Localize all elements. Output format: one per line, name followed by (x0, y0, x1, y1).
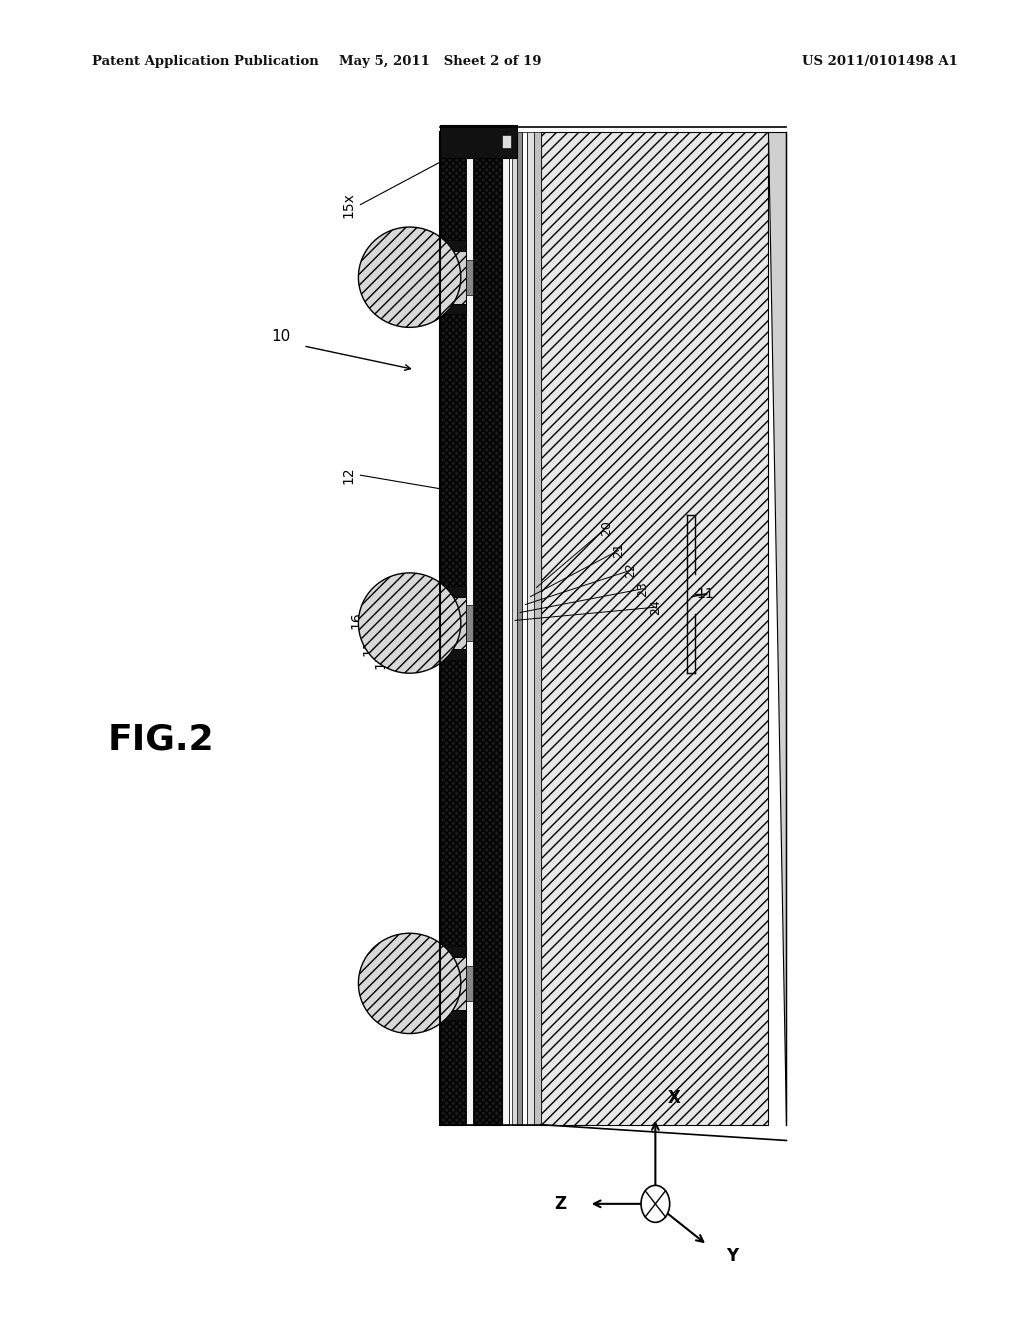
Circle shape (641, 1185, 670, 1222)
Bar (502, 135, 511, 148)
Text: X: X (668, 1089, 680, 1107)
Bar (437, 957, 466, 1010)
Bar (466, 606, 473, 640)
Bar (502, 132, 509, 1125)
Text: US 2011/0101498 A1: US 2011/0101498 A1 (802, 55, 957, 69)
Bar (437, 597, 466, 649)
Text: Y: Y (726, 1246, 738, 1265)
Bar (466, 966, 473, 1001)
Bar (541, 132, 768, 1125)
Text: Patent Application Publication: Patent Application Publication (92, 55, 318, 69)
Bar (440, 586, 466, 597)
Text: 12: 12 (341, 466, 355, 484)
Bar (522, 132, 527, 1125)
Text: 10: 10 (271, 329, 291, 345)
Bar (440, 1010, 466, 1020)
Text: 22: 22 (625, 562, 637, 578)
Ellipse shape (358, 227, 461, 327)
Text: FIG.2: FIG.2 (108, 722, 214, 756)
Text: May 5, 2011   Sheet 2 of 19: May 5, 2011 Sheet 2 of 19 (339, 55, 542, 69)
Bar (440, 132, 466, 1125)
Text: 15: 15 (361, 638, 376, 656)
Bar (440, 125, 517, 158)
Text: Z: Z (554, 1195, 566, 1213)
Bar (512, 132, 517, 1125)
Bar (473, 132, 502, 1125)
Bar (517, 132, 522, 1125)
Bar (440, 946, 466, 957)
Text: 16: 16 (349, 611, 364, 630)
Bar (466, 260, 473, 294)
Text: 13: 13 (374, 651, 388, 669)
Polygon shape (768, 132, 786, 1125)
Text: 15x: 15x (341, 191, 355, 218)
Text: 23: 23 (637, 581, 649, 597)
Bar (527, 132, 534, 1125)
Text: 11: 11 (696, 587, 714, 601)
Bar (437, 251, 466, 304)
Text: 20: 20 (600, 520, 612, 536)
Bar (440, 240, 466, 251)
Bar (534, 132, 541, 1125)
Bar (466, 132, 473, 1125)
Text: 21: 21 (612, 543, 625, 558)
Ellipse shape (358, 573, 461, 673)
Bar (440, 649, 466, 660)
Ellipse shape (358, 933, 461, 1034)
Text: 14: 14 (385, 640, 399, 659)
Text: 24: 24 (649, 599, 662, 615)
Bar (440, 304, 466, 314)
